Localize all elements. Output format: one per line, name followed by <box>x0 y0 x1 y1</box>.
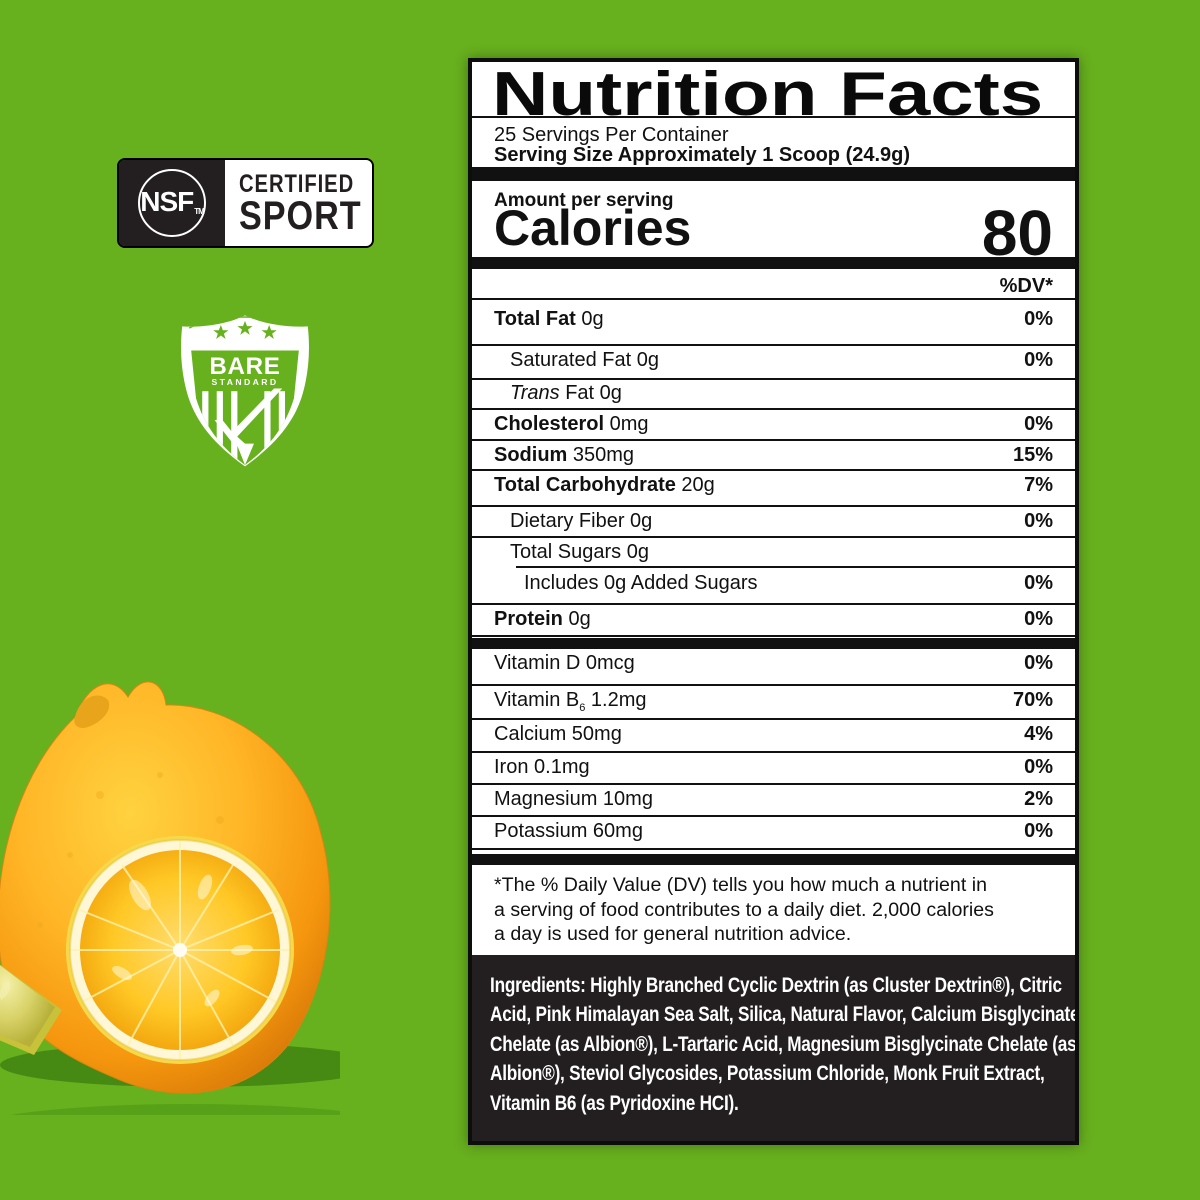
svg-text:BARE: BARE <box>209 353 280 380</box>
svg-text:STANDARD: STANDARD <box>212 377 279 387</box>
